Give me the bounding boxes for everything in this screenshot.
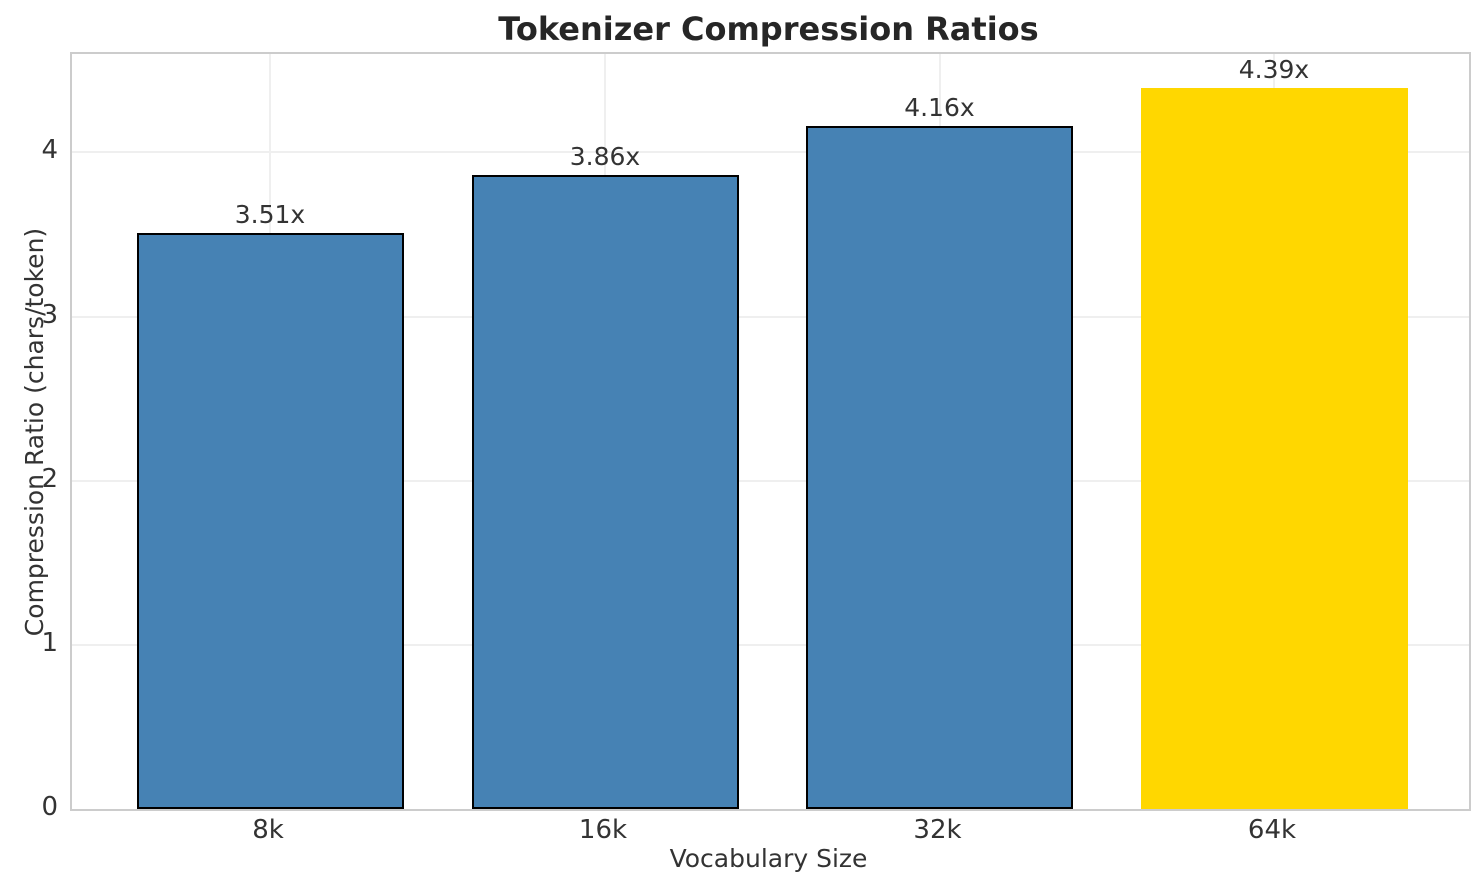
gridline-horizontal (72, 315, 1469, 318)
x-tick-label: 32k (913, 815, 962, 845)
y-tick-label: 2 (41, 463, 58, 494)
chart-title: Tokenizer Compression Ratios (498, 10, 1039, 48)
gridline-horizontal (72, 479, 1469, 482)
y-tick-label: 4 (41, 135, 58, 166)
bar-value-label: 4.16x (904, 93, 975, 123)
bar-16k (471, 175, 739, 809)
y-tick-label: 0 (41, 792, 58, 822)
plot-area: 3.51x 3.86x 4.16x 4.39x (70, 52, 1471, 811)
y-tick-label: 1 (41, 627, 58, 658)
gridline-horizontal (72, 643, 1469, 646)
bar-32k (806, 126, 1073, 809)
x-tick-label: 64k (1247, 815, 1297, 845)
bar-value-label: 3.51x (234, 199, 306, 229)
bar-value-label: 4.39x (1238, 55, 1310, 85)
x-tick-label: 16k (578, 815, 628, 845)
bar-8k (136, 232, 404, 809)
x-tick-label: 8k (252, 815, 284, 845)
x-axis-label: Vocabulary Size (669, 844, 868, 873)
gridline-horizontal (72, 151, 1469, 154)
y-tick-label: 3 (41, 299, 58, 330)
y-axis-label: Compression Ratio (chars/token) (20, 227, 49, 637)
bar-64k (1140, 88, 1408, 809)
bar-value-label: 3.86x (569, 142, 641, 172)
